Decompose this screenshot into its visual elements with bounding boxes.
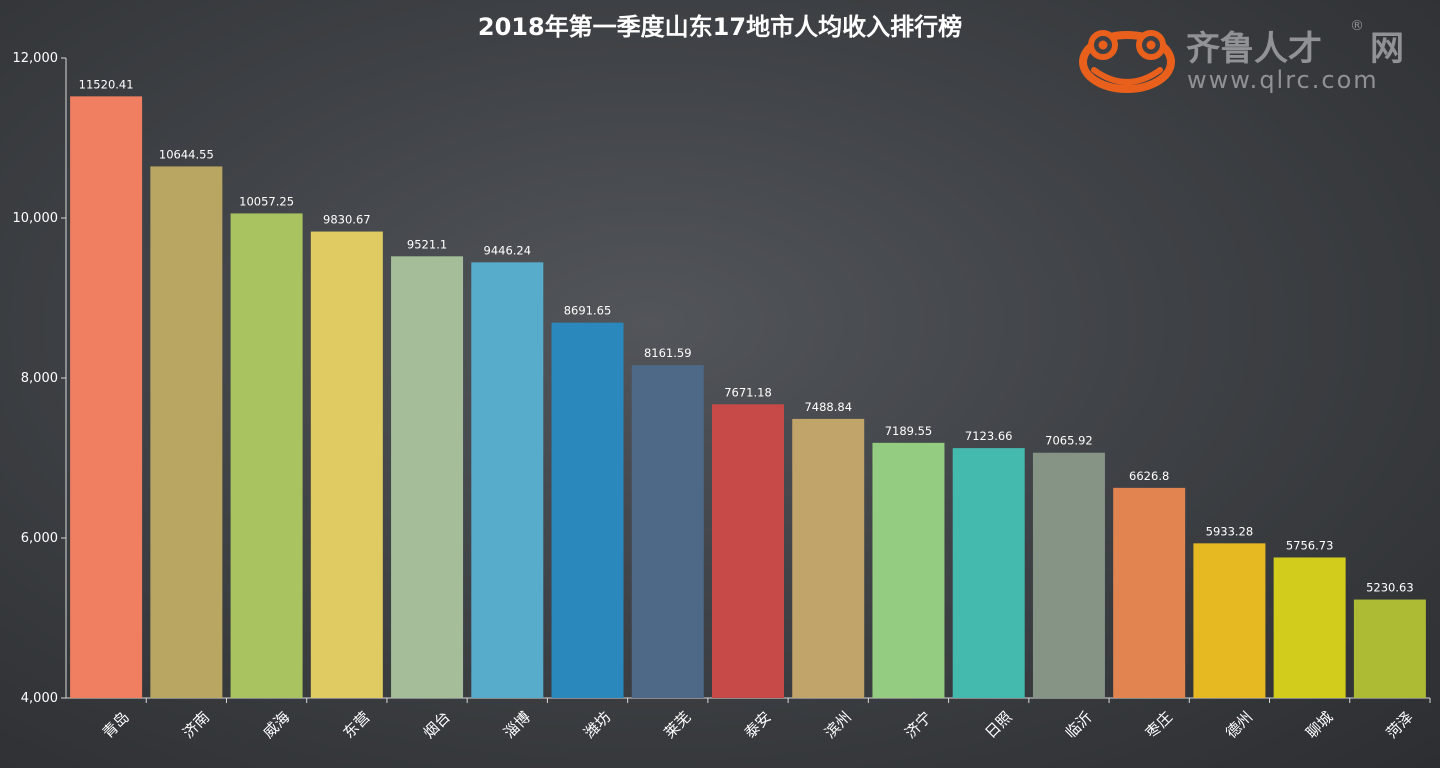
bar-value-label: 6626.8 bbox=[1129, 469, 1169, 483]
bars bbox=[70, 96, 1426, 699]
bar-value-label: 7189.55 bbox=[885, 424, 933, 438]
y-tick-label: 12,000 bbox=[13, 51, 59, 66]
x-tick-label: 滨州 bbox=[821, 708, 855, 742]
x-tick-label: 青岛 bbox=[99, 708, 133, 742]
bar bbox=[70, 96, 143, 699]
bar-value-label: 5756.73 bbox=[1286, 538, 1334, 552]
x-tick-label: 德州 bbox=[1222, 708, 1256, 742]
bar bbox=[1193, 543, 1266, 698]
bar-value-label: 11520.41 bbox=[79, 77, 134, 91]
x-tick-label: 日照 bbox=[982, 708, 1016, 742]
x-tick-label: 济南 bbox=[179, 708, 213, 742]
chart-title: 2018年第一季度山东17地市人均收入排行榜 bbox=[478, 13, 962, 41]
watermark-brand: 齐鲁人才 bbox=[1186, 29, 1322, 69]
bar-value-label: 9446.24 bbox=[484, 243, 532, 257]
bar bbox=[631, 365, 704, 698]
x-tick-label: 淄博 bbox=[500, 708, 534, 742]
bar-value-label: 7123.66 bbox=[965, 429, 1013, 443]
y-tick-label: 4,000 bbox=[21, 691, 58, 706]
bar-value-label: 7065.92 bbox=[1045, 434, 1093, 448]
x-tick-label: 泰安 bbox=[741, 708, 775, 742]
bar bbox=[150, 166, 223, 698]
bar-value-label: 8691.65 bbox=[564, 304, 612, 318]
bar-value-label: 7671.18 bbox=[724, 385, 772, 399]
bar bbox=[310, 231, 383, 699]
x-tick-label: 临沂 bbox=[1062, 708, 1096, 742]
bar-value-label: 5230.63 bbox=[1366, 581, 1414, 595]
x-tick-labels: 青岛 济南 威海 东营 烟台 淄博 潍坊 莱芜 泰安 滨州 济宁 日照 临沂 枣庄 德州 聊城 菏泽 bbox=[99, 708, 1417, 742]
x-tick-label: 潍坊 bbox=[580, 708, 614, 742]
watermark-url: www.qlrc.com bbox=[1187, 66, 1379, 94]
bar-value-label: 9521.1 bbox=[407, 237, 447, 251]
bar bbox=[230, 213, 303, 699]
y-tick-label: 10,000 bbox=[13, 211, 59, 226]
bar bbox=[872, 442, 945, 698]
bar bbox=[712, 404, 784, 698]
bar bbox=[1353, 599, 1426, 698]
x-tick-label: 威海 bbox=[259, 708, 293, 742]
bar-value-label: 5933.28 bbox=[1206, 524, 1254, 538]
bar-value-label: 10057.25 bbox=[239, 194, 294, 208]
x-tick-label: 烟台 bbox=[420, 708, 454, 742]
x-tick-label: 东营 bbox=[340, 708, 374, 742]
bar-value-label: 10644.55 bbox=[159, 147, 214, 161]
frog-icon bbox=[1079, 30, 1175, 93]
bar bbox=[391, 256, 464, 698]
bar bbox=[471, 262, 544, 698]
x-tick-label: 济宁 bbox=[901, 708, 935, 742]
value-labels: 11520.41 10644.55 10057.25 9830.67 9521.1 944… bbox=[79, 77, 1414, 594]
y-tick-label: 8,000 bbox=[21, 371, 58, 386]
bar-value-label: 9830.67 bbox=[323, 213, 371, 227]
x-tick-label: 聊城 bbox=[1302, 708, 1336, 742]
watermark-suffix: 网 bbox=[1370, 29, 1404, 69]
bar-value-label: 8161.59 bbox=[644, 346, 692, 360]
x-tick-label: 莱芜 bbox=[661, 708, 695, 742]
bar bbox=[1032, 452, 1105, 698]
bar bbox=[1113, 487, 1186, 698]
bar bbox=[952, 448, 1025, 698]
bar-value-label: 7488.84 bbox=[804, 400, 852, 414]
bar bbox=[792, 418, 865, 698]
bar bbox=[1273, 557, 1346, 698]
bar bbox=[551, 322, 624, 698]
watermark-registered: ® bbox=[1350, 18, 1364, 34]
watermark-logo: 齐鲁人才 网 ® www.qlrc.com bbox=[1079, 18, 1404, 94]
y-tick-label: 6,000 bbox=[21, 531, 58, 546]
x-tick-label: 枣庄 bbox=[1142, 708, 1176, 742]
x-tick-label: 菏泽 bbox=[1383, 708, 1417, 742]
